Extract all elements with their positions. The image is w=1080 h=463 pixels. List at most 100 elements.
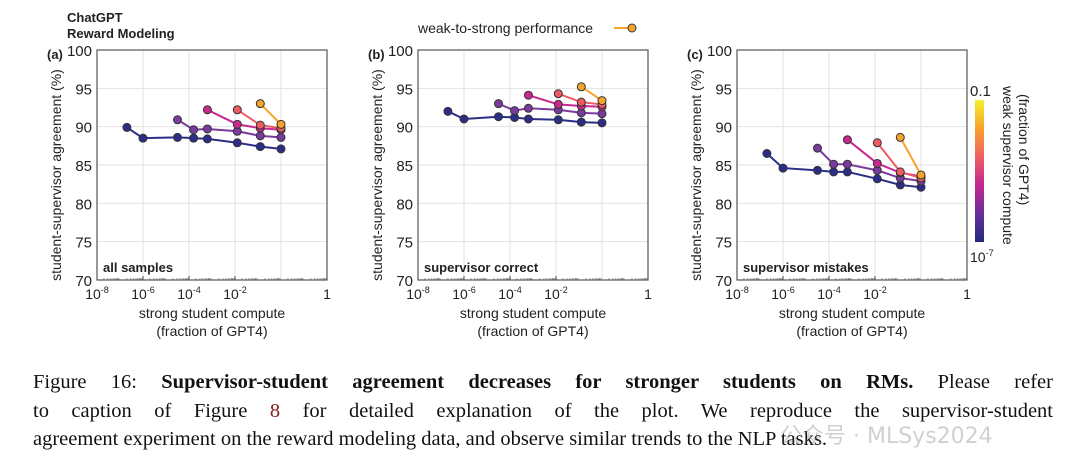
figure: ChatGPT Reward Modeling weak-to-strong p… [47,10,1032,339]
panel-annotation: all samples [103,260,173,275]
y-tick-label: 95 [75,81,92,98]
data-point [232,105,242,115]
x-tick-label: 10-8 [725,285,749,302]
y-tick-label: 90 [396,120,413,137]
data-point [553,99,563,109]
x-tick-label: 10-4 [817,285,841,302]
data-point [523,90,533,100]
y-tick-label: 80 [75,196,92,213]
caption-prefix: Figure 16: [33,371,162,393]
data-point [202,105,212,115]
x-axis-label: (fraction of GPT4) [796,323,907,339]
x-axis-label: (fraction of GPT4) [477,323,588,339]
caption-text: Please refer [913,371,1053,393]
data-point [842,167,852,177]
panel-annotation: supervisor mistakes [743,260,869,275]
data-point [576,117,586,127]
data-point [842,135,852,145]
data-point [202,134,212,144]
data-point [173,115,182,125]
panel-annotation: supervisor correct [424,260,539,275]
legend-marker [627,23,637,33]
colorbar: 0.1 10-7 weak supervisor compute (fracti… [970,83,1032,265]
y-tick-label: 100 [388,43,413,60]
data-point [778,163,788,173]
caption-text: for detailed explanation of the plot. We… [280,399,1053,422]
data-point [813,143,822,153]
data-point [276,144,286,154]
data-point [895,167,905,177]
x-tick-label: 1 [963,286,971,302]
series-line [259,102,282,126]
y-tick-label: 90 [75,120,92,137]
x-tick-label: 10-8 [85,285,109,302]
data-point [459,114,469,124]
data-point [189,133,199,143]
x-axis-label: strong student compute [779,305,926,321]
chart-title-line1: ChatGPT [67,10,123,25]
data-point [576,97,586,107]
watermark: 公众号 · MLSys2024 [780,424,993,449]
x-tick-label: 10-6 [131,285,155,302]
x-axis-label: (fraction of GPT4) [156,323,267,339]
x-tick-label: 10-2 [863,285,887,302]
caption-line3: agreement experiment on the reward model… [33,428,827,450]
panel-label: (b) [368,47,385,62]
data-point [872,174,882,184]
data-point [255,142,265,152]
x-tick-label: 10-4 [177,285,201,302]
x-tick-label: 10-6 [771,285,795,302]
data-point [138,133,148,143]
data-point [232,119,242,129]
chart-title-line2: Reward Modeling [67,26,175,41]
y-tick-label: 85 [715,158,732,175]
x-tick-label: 10-4 [498,285,522,302]
y-axis-label: student-supervisor agreement (%) [369,69,385,281]
data-point [829,159,839,169]
legend-label: weak-to-strong performance [417,20,593,36]
panel-label: (c) [687,47,703,62]
colorbar-label-line2: (fraction of GPT4) [1016,94,1032,205]
y-tick-label: 70 [715,273,732,290]
data-point [872,158,882,168]
data-point [553,115,563,125]
x-tick-label: 1 [323,286,331,302]
series-line [206,108,282,131]
data-point [255,131,265,141]
y-tick-label: 70 [396,273,413,290]
data-point [813,165,822,175]
y-tick-label: 90 [715,120,732,137]
colorbar-top-label: 0.1 [970,83,991,100]
data-point [895,132,905,142]
data-point [597,96,607,106]
data-point [523,114,533,124]
y-tick-label: 80 [715,196,732,213]
data-point [829,167,839,177]
plot-frame [736,49,968,281]
x-tick-label: 10-6 [452,285,476,302]
colorbar-gradient [975,100,984,242]
data-point [255,99,265,109]
data-point [916,170,926,180]
legend: weak-to-strong performance [417,20,637,36]
chart-panel: 70 75 80 85 90 95 100 10-8 10-6 10-4 10-2 1 strong s… [47,43,331,339]
caption-text: to caption of Figure [33,399,270,422]
data-point [510,106,520,116]
y-tick-label: 75 [75,235,92,252]
colorbar-label-line1: weak supervisor compute [1000,85,1016,245]
panel-label: (a) [47,47,63,62]
data-point [553,89,563,99]
x-tick-label: 1 [644,286,652,302]
data-point [762,149,772,158]
x-tick-label: 10-2 [223,285,247,302]
series-line [846,138,922,178]
plot-frame [96,49,328,281]
series-line [899,136,922,176]
y-tick-label: 95 [396,81,413,98]
x-axis-label: strong student compute [139,305,286,321]
data-point [173,132,182,142]
plot-frame [417,49,649,281]
y-tick-label: 80 [396,196,413,213]
figure-reference-link[interactable]: 8 [269,399,281,422]
y-axis-label: student-supervisor agreement (%) [688,69,704,281]
